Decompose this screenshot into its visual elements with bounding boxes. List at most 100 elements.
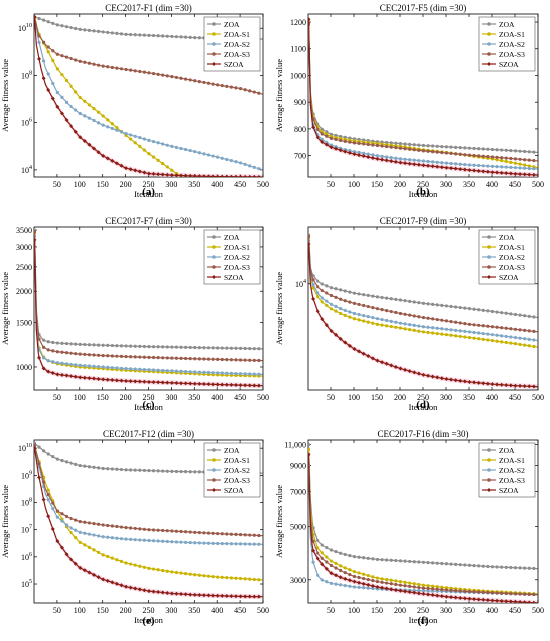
plot-area [34, 441, 263, 600]
point-zoa-s2 [188, 540, 192, 545]
x-tick-label: 500 [257, 393, 269, 402]
legend-marker [212, 275, 216, 279]
point-szoa [435, 375, 440, 380]
point-zoa-s2 [463, 163, 467, 167]
point-zoa-s1 [513, 161, 518, 165]
point-zoa-s1 [156, 158, 160, 162]
point-zoa-s2 [329, 302, 334, 306]
point-zoa [449, 562, 453, 566]
x-tick-label: 500 [532, 393, 544, 402]
point-zoa [183, 35, 188, 39]
point-szoa [508, 383, 513, 388]
point-zoa-s2 [170, 144, 174, 148]
legend-marker [487, 458, 491, 462]
point-szoa [73, 561, 78, 566]
point-zoa [329, 286, 334, 290]
x-tick-label: 350 [188, 180, 200, 189]
legend-label-zoa-s3: ZOA-S3 [499, 476, 525, 485]
point-szoa [165, 380, 170, 385]
legend-label-zoa: ZOA [224, 233, 240, 242]
point-szoa [87, 142, 92, 147]
point-zoa-s2 [421, 325, 426, 329]
point-zoa-s2 [509, 165, 513, 170]
point-szoa [315, 309, 320, 314]
point-zoa [252, 347, 256, 351]
point-zoa-s1 [477, 337, 481, 341]
point-zoa [444, 562, 449, 566]
point-zoa-s2 [532, 167, 536, 171]
point-zoa-s3 [129, 526, 133, 530]
point-zoa-s3 [375, 580, 380, 584]
point-zoa [193, 470, 197, 474]
point-zoa-s2 [523, 166, 527, 170]
legend-label-zoa-s3: ZOA-S3 [499, 50, 525, 59]
point-zoa-s1 [435, 331, 439, 336]
point-zoa-s2 [161, 368, 165, 373]
point-zoa [371, 557, 375, 561]
point-szoa [233, 383, 238, 388]
point-zoa [320, 543, 324, 547]
point-zoa-s3 [513, 327, 518, 331]
point-zoa-s2 [124, 367, 128, 371]
y-tick-base: 10 [18, 24, 26, 33]
point-zoa-s2 [147, 368, 151, 372]
x-tick-label: 150 [97, 180, 109, 189]
point-zoa [403, 559, 407, 563]
point-zoa [119, 467, 124, 472]
point-zoa-s1 [216, 199, 219, 202]
point-zoa-s1 [151, 155, 156, 159]
point-zoa [119, 32, 124, 36]
point-zoa-s3 [74, 58, 78, 62]
point-zoa [495, 565, 499, 569]
point-zoa-s3 [78, 59, 82, 63]
point-zoa-s1 [454, 334, 458, 338]
point-zoa-s3 [532, 592, 536, 597]
point-zoa-s3 [188, 357, 192, 361]
point-zoa-s2 [78, 111, 82, 116]
point-zoa-s1 [431, 331, 435, 335]
point-zoa-s1 [243, 577, 247, 581]
x-axis-label: Iteration [134, 615, 164, 625]
point-zoa-s2 [352, 311, 357, 316]
point-zoa-s3 [504, 326, 508, 330]
point-zoa-s1 [78, 540, 82, 544]
point-zoa [110, 31, 114, 35]
point-szoa [133, 586, 138, 591]
point-zoa-s1 [248, 577, 252, 581]
point-szoa [188, 381, 193, 386]
point-zoa [183, 470, 188, 474]
point-zoa-s2 [156, 141, 160, 145]
point-zoa-s3 [472, 153, 476, 158]
point-zoa-s3 [500, 326, 504, 330]
point-zoa-s2 [74, 108, 78, 112]
point-zoa-s3 [129, 68, 133, 72]
legend-label-szoa: SZOA [499, 486, 519, 495]
point-szoa [407, 590, 412, 595]
point-zoa-s2 [115, 366, 119, 370]
point-zoa-s3 [197, 79, 201, 84]
point-szoa [50, 371, 55, 376]
point-zoa-s3 [211, 531, 215, 535]
point-zoa [426, 560, 430, 565]
point-zoa-s1 [244, 220, 247, 223]
point-szoa [380, 360, 385, 365]
point-zoa [193, 36, 197, 40]
point-zoa-s2 [197, 541, 201, 545]
point-zoa-s3 [161, 356, 165, 360]
point-zoa [389, 558, 393, 562]
point-zoa-s2 [412, 588, 416, 593]
point-zoa-s2 [500, 334, 504, 338]
point-zoa-s2 [151, 139, 156, 144]
legend-marker [487, 22, 491, 26]
point-zoa-s1 [257, 578, 261, 582]
point-zoa-s1 [385, 324, 389, 328]
y-axis-label: Average fitness value [0, 272, 10, 345]
y-tick-label: 1000 [290, 71, 306, 80]
point-zoa-s2 [325, 140, 329, 144]
point-szoa [142, 170, 147, 175]
point-zoa-s3 [440, 318, 444, 322]
point-zoa [523, 314, 527, 318]
point-zoa [408, 559, 412, 564]
point-zoa-s2 [183, 540, 188, 544]
point-szoa [416, 371, 421, 376]
